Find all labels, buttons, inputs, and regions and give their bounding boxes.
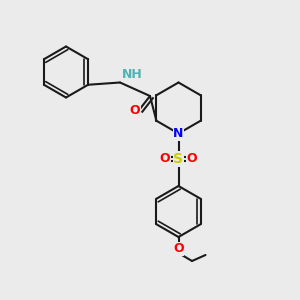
Text: O: O — [130, 104, 140, 118]
Text: S: S — [173, 152, 184, 166]
Text: O: O — [173, 242, 184, 256]
Text: NH: NH — [122, 68, 142, 81]
Text: N: N — [173, 127, 184, 140]
Text: O: O — [187, 152, 197, 166]
Text: O: O — [160, 152, 170, 166]
